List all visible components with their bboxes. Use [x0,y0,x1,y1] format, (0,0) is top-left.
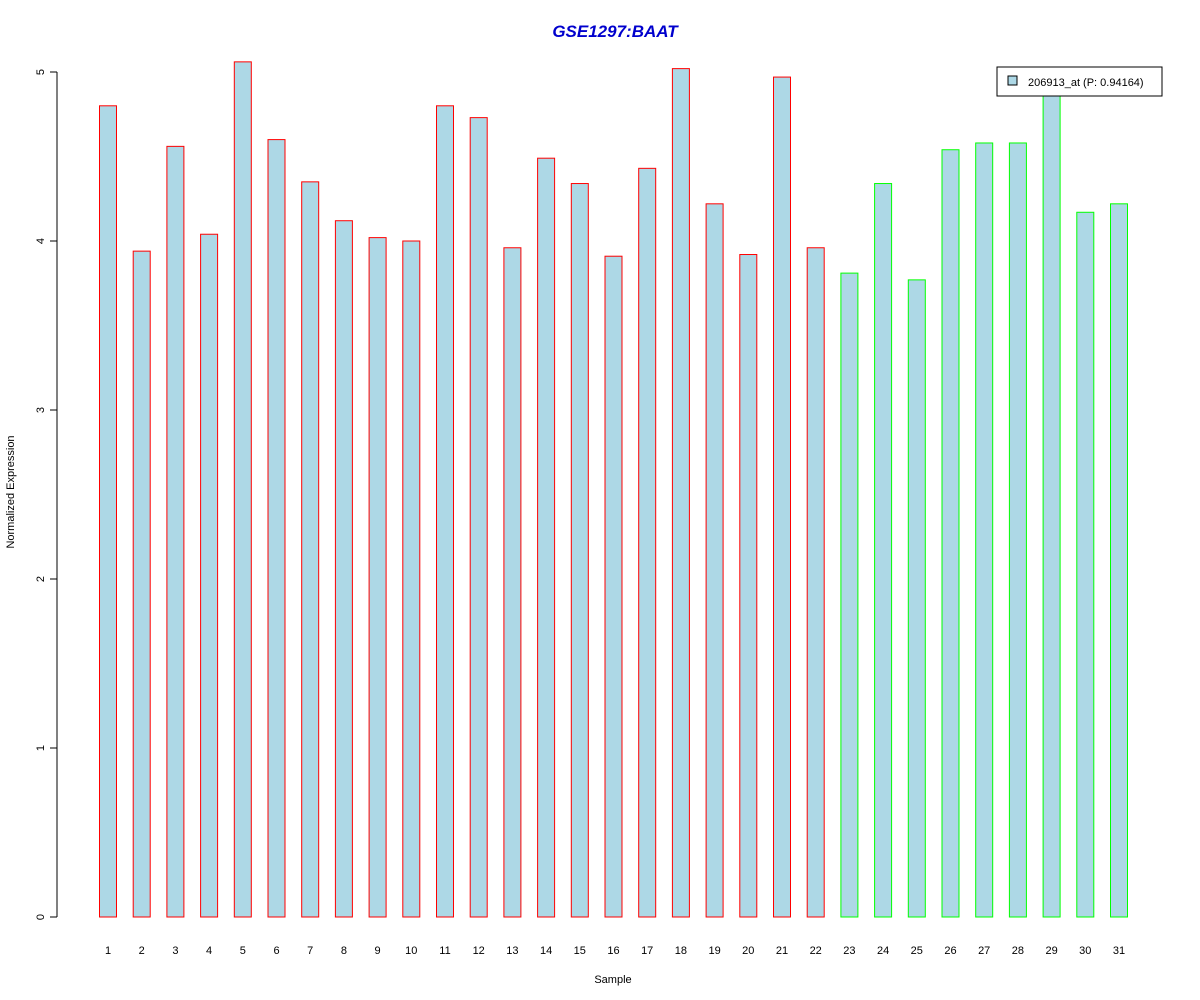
bar-sample-11 [436,105,454,918]
bar-sample-20 [739,254,758,918]
y-tick-label: 5 [35,69,47,75]
legend: 206913_at (P: 0.94164) [996,66,1163,97]
x-tick-label: 15 [574,945,586,957]
bar-sample-31 [1110,203,1128,918]
bar-sample-5 [233,61,252,918]
x-tick-label: 11 [439,945,450,957]
bar-sample-18 [671,68,690,918]
x-tick-label: 12 [473,945,485,957]
x-tick-label: 7 [307,945,313,957]
bar-sample-16 [604,255,623,918]
bar-sample-17 [638,167,657,918]
x-tick-label: 28 [1012,945,1024,957]
bar-sample-24 [874,183,893,918]
bar-sample-6 [267,139,286,918]
x-tick-label: 26 [944,945,956,957]
bar-sample-22 [806,247,825,918]
bar-sample-12 [469,117,488,918]
bar-sample-19 [705,203,724,918]
x-tick-label: 13 [506,945,518,957]
x-tick-label: 30 [1079,945,1091,957]
bar-sample-1 [99,105,117,918]
x-tick-label: 24 [877,945,889,957]
x-tick-label: 19 [708,945,720,957]
x-tick-label: 4 [206,945,212,957]
x-tick-label: 25 [911,945,923,957]
x-tick-label: 16 [607,945,619,957]
x-tick-label: 31 [1113,945,1125,957]
legend-label: 206913_at (P: 0.94164) [1028,77,1144,89]
y-tick-label: 2 [35,576,47,582]
x-tick-label: 5 [240,945,246,957]
bar-sample-4 [200,233,219,918]
x-tick-label: 9 [375,945,381,957]
x-axis-label: Sample [594,974,631,986]
x-tick-label: 18 [675,945,687,957]
bar-sample-2 [132,250,151,918]
y-tick-label: 3 [35,407,47,413]
bar-sample-27 [975,142,994,918]
x-tick-label: 14 [540,945,552,957]
x-tick-labels: 1 2 3 4 5 6 7 8 9 10 11 12 13 14 15 16 17 18 19 20 21 22 23 24 2… [105,945,1125,957]
bar-sample-10 [402,240,421,918]
bar-sample-21 [773,76,791,918]
bars-group [99,61,1128,918]
bar-sample-23 [840,272,859,918]
bar-sample-26 [941,149,960,918]
bar-sample-9 [368,237,387,918]
x-tick-label: 6 [273,945,279,957]
bar-sample-14 [537,157,556,918]
x-tick-label: 23 [843,945,855,957]
bar-sample-28 [1008,142,1027,918]
bar-sample-13 [503,247,522,918]
x-tick-label: 10 [405,945,417,957]
x-tick-label: 22 [810,945,822,957]
x-tick-label: 17 [641,945,653,957]
legend-swatch [1007,75,1018,86]
bar-sample-29 [1042,93,1061,918]
y-axis: 0 1 2 3 4 5 [35,69,58,920]
y-tick-label: 4 [35,238,47,244]
x-tick-label: 29 [1045,945,1057,957]
x-tick-label: 2 [139,945,145,957]
bar-sample-8 [334,220,353,918]
x-tick-label: 8 [341,945,347,957]
chart-title: GSE1297:BAAT [552,22,679,41]
legend-box [996,66,1163,97]
x-tick-label: 20 [742,945,754,957]
x-tick-label: 27 [978,945,990,957]
y-tick-label: 0 [35,914,47,920]
bar-sample-3 [166,145,185,918]
bar-sample-15 [570,183,589,918]
x-tick-label: 1 [105,945,111,957]
bar-sample-30 [1076,211,1095,918]
bar-sample-25 [907,279,926,918]
x-tick-label: 21 [776,945,788,957]
y-tick-label: 1 [35,745,47,751]
bar-sample-7 [301,181,320,918]
y-axis-label: Normalized Expression [5,435,17,548]
x-tick-label: 3 [172,945,178,957]
